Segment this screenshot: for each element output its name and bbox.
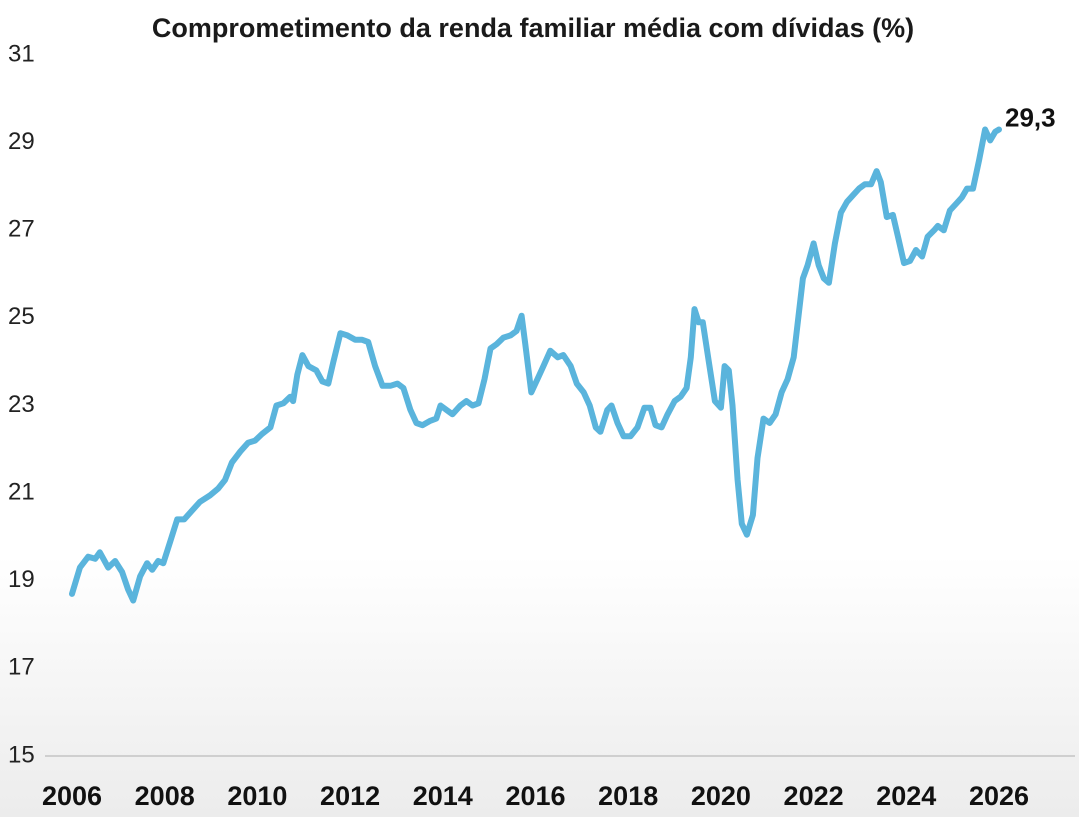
x-tick-label: 2026 [969,781,1029,811]
y-tick-label: 17 [8,654,35,681]
y-tick-label: 21 [8,478,35,505]
x-tick-label: 2012 [320,781,380,811]
x-tick-label: 2008 [135,781,195,811]
y-tick-label: 23 [8,391,35,418]
x-tick-label: 2024 [876,781,936,811]
x-tick-label: 2014 [413,781,473,811]
data-line [69,126,1002,604]
x-tick-label: 2010 [227,781,287,811]
x-tick-label: 2018 [598,781,658,811]
y-tick-label: 31 [8,40,35,67]
y-tick-label: 19 [8,566,35,593]
end-label: 29,3 [1005,102,1056,132]
x-tick-label: 2006 [42,781,102,811]
y-tick-label: 29 [8,128,35,155]
y-tick-label: 15 [8,741,35,768]
y-tick-label: 27 [8,216,35,243]
x-tick-label: 2020 [691,781,751,811]
x-tick-label: 2016 [505,781,565,811]
y-tick-label: 25 [8,303,35,330]
chart-title: Comprometimento da renda familiar média … [151,13,915,43]
x-tick-label: 2022 [784,781,844,811]
